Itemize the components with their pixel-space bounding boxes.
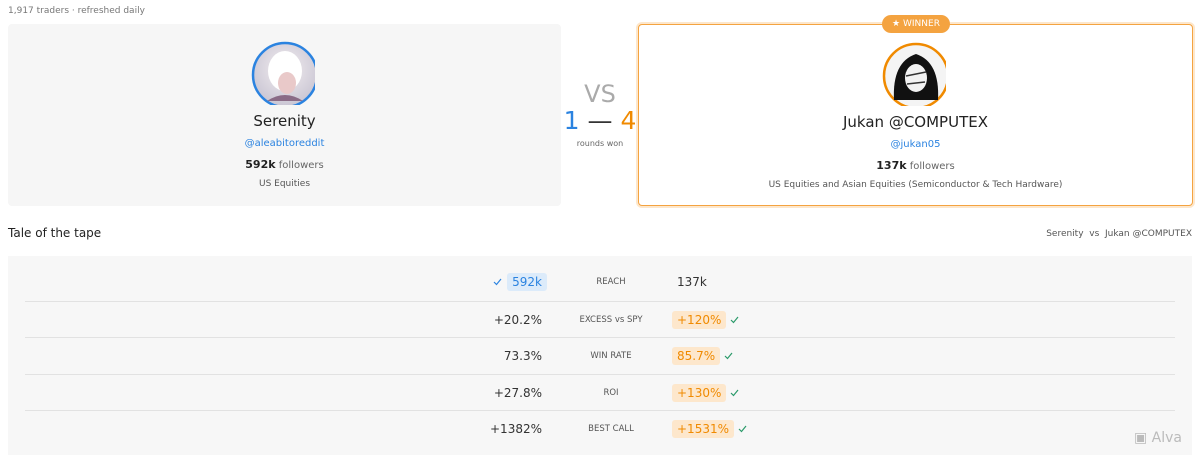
comparison-table: 592k REACH 137k +20.2% EXCESS vs SPY +120% 73.…: [8, 256, 1192, 455]
winner-badge: ★ WINNER: [882, 15, 950, 33]
check-icon: [730, 316, 739, 323]
subtitle: 1,917 traders · refreshed daily: [8, 6, 145, 16]
left-value: 73.3%: [503, 349, 542, 364]
section-title: Tale of the tape: [8, 226, 102, 240]
markets: US Equities: [258, 179, 311, 189]
table-row: +27.8% ROI +130%: [25, 373, 1175, 412]
followers-label: followers: [278, 160, 324, 171]
followers-count: 592k: [245, 158, 276, 171]
player-card: Serenity @aleabitoreddit 592k followers …: [8, 24, 561, 206]
check-icon: [730, 389, 739, 397]
left-value: +20.2%: [493, 312, 542, 327]
left-value: +1382%: [490, 422, 542, 437]
table-row: 73.3% WIN RATE 85.7%: [25, 337, 1175, 375]
metric-label: REACH: [596, 277, 626, 287]
followers-count: 137k: [876, 159, 907, 172]
player-card: Jukan @COMPUTEX @jukan05 137k followers …: [638, 24, 1193, 206]
player-handle[interactable]: @jukan05: [890, 139, 941, 150]
table-row: 592k REACH 137k: [25, 264, 1175, 301]
avatar: [251, 41, 315, 105]
followers-label: followers: [909, 161, 955, 172]
player-name: Jukan @COMPUTEX: [843, 113, 988, 131]
table-row: +1382% BEST CALL +1531%: [25, 410, 1175, 448]
vs: VS: [584, 80, 616, 108]
score: 1 — 4: [555, 106, 645, 135]
left-value: 592k: [507, 273, 547, 291]
winner-label: WINNER: [902, 19, 940, 29]
check-icon: [493, 278, 502, 286]
metric-label: EXCESS vs SPY: [579, 314, 643, 325]
metric-label: WIN RATE: [590, 351, 632, 362]
right-value: +1531%: [672, 420, 734, 439]
markets: US Equities and Asian Equities (Semicond…: [768, 180, 1063, 190]
player-handle[interactable]: @aleabitoreddit: [244, 138, 325, 149]
metric-label: ROI: [603, 387, 619, 398]
right-value: +130%: [672, 383, 727, 402]
player-name: Serenity: [253, 112, 316, 130]
right-value: 85.7%: [672, 347, 721, 366]
check-icon: [724, 352, 733, 360]
check-icon: [738, 426, 747, 433]
right-value: 137k: [677, 275, 707, 289]
matchup: Serenity vs Jukan @COMPUTEX: [1046, 229, 1192, 239]
metric-label: BEST CALL: [588, 424, 634, 435]
score-separator: —: [587, 106, 613, 135]
score-left: 1: [563, 106, 580, 135]
rounds-label: rounds won: [576, 139, 624, 148]
right-value: +120%: [672, 310, 727, 329]
left-value: +27.8%: [493, 385, 542, 400]
followers: 137k followers: [639, 159, 1192, 172]
score-right: 4: [620, 106, 637, 135]
avatar: [882, 42, 946, 106]
table-row: +20.2% EXCESS vs SPY +120%: [25, 300, 1175, 339]
brand: ▣ Alva: [1133, 430, 1182, 446]
followers: 592k followers: [8, 158, 561, 171]
brand-name: Alva: [1151, 430, 1182, 446]
